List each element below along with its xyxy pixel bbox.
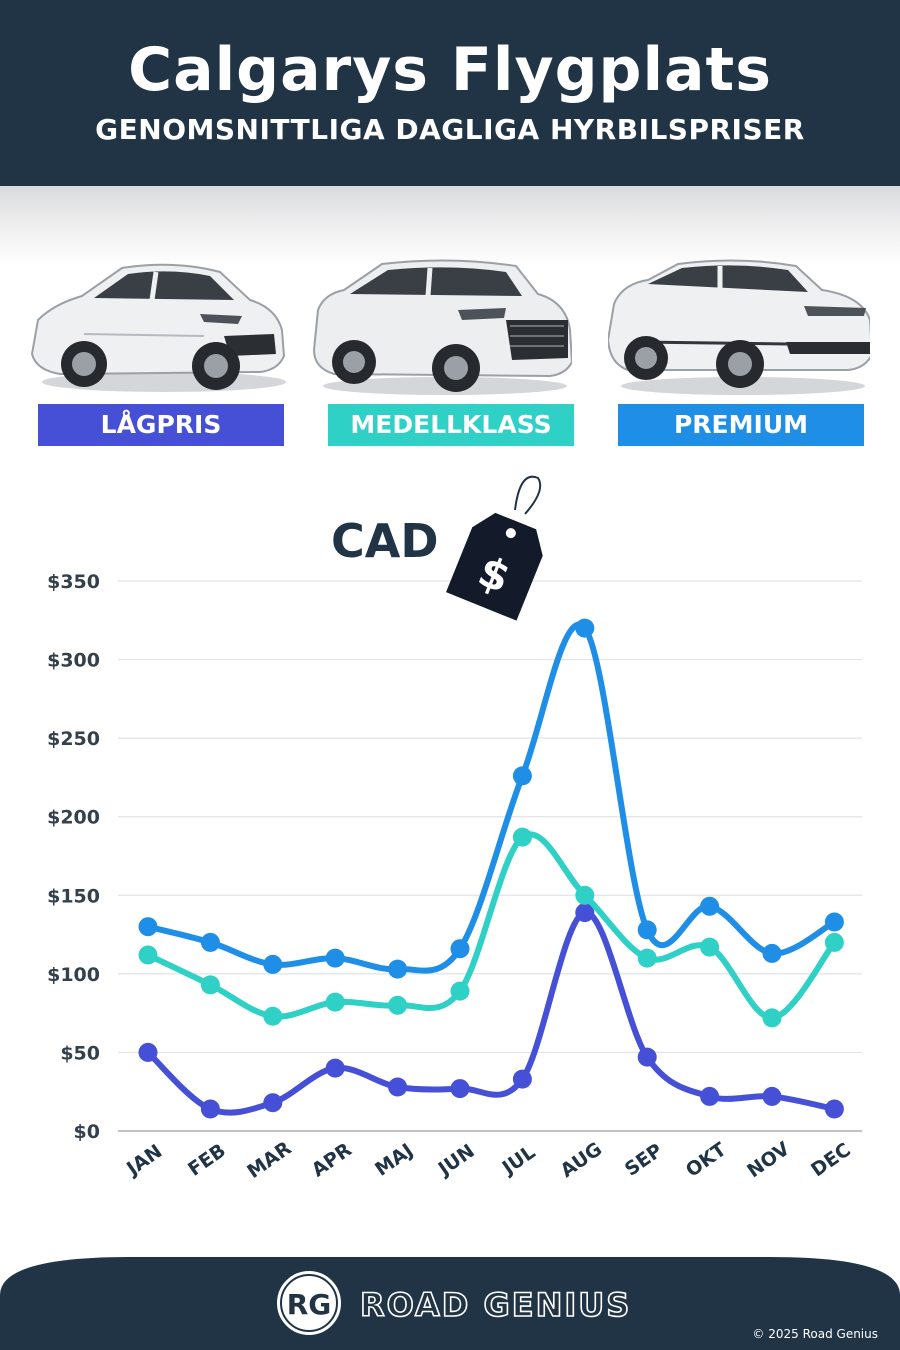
y-axis-ticks: $0 $50 $100 $150 $200 $250 $300 $350: [47, 571, 100, 1143]
data-point: [512, 1069, 532, 1089]
data-point: [824, 932, 844, 952]
series-3: [138, 618, 844, 979]
suv-car-icon: [312, 259, 572, 395]
data-point: [637, 1047, 657, 1067]
x-tick-label: AUG: [557, 1138, 607, 1182]
x-tick-label: FEB: [184, 1139, 230, 1180]
data-point: [824, 1099, 844, 1119]
data-point: [325, 948, 345, 968]
footer: RG ROAD GENIUS © 2025 Road Genius: [0, 1255, 900, 1350]
data-point: [700, 896, 720, 916]
data-point: [138, 917, 158, 937]
data-point: [388, 1077, 408, 1097]
badge-lagpris: LÅGPRIS: [38, 404, 284, 446]
data-point: [200, 932, 220, 952]
price-tag-icon: $: [446, 475, 543, 621]
logo-monogram: RG: [287, 1288, 332, 1321]
data-point: [388, 959, 408, 979]
x-tick-label: OKT: [682, 1138, 731, 1181]
series-line: [145, 909, 838, 1116]
y-tick-label: $0: [74, 1121, 100, 1143]
y-tick-label: $350: [47, 571, 100, 593]
data-point: [575, 903, 595, 923]
x-tick-label: JAN: [121, 1140, 166, 1181]
x-tick-label: DEC: [807, 1139, 855, 1182]
data-point: [263, 954, 283, 974]
header-shadow: [0, 186, 900, 266]
data-point: [575, 885, 595, 905]
y-tick-label: $100: [47, 964, 100, 986]
data-point: [325, 1058, 345, 1078]
data-point: [637, 920, 657, 940]
data-point: [200, 975, 220, 995]
data-point: [200, 1099, 220, 1119]
data-point: [637, 948, 657, 968]
data-point: [762, 943, 782, 963]
chart-series: [138, 618, 844, 1119]
footer-background: RG ROAD GENIUS: [0, 1257, 900, 1350]
chart-grid: [118, 580, 862, 1132]
data-point: [762, 1008, 782, 1028]
data-point: [700, 937, 720, 957]
y-tick-label: $200: [47, 807, 100, 829]
data-point: [450, 981, 470, 1001]
data-point: [325, 992, 345, 1012]
currency-label: CAD: [331, 514, 439, 568]
data-point: [575, 618, 595, 638]
x-tick-label: JUN: [433, 1140, 479, 1181]
page-title: Calgarys Flygplats: [128, 35, 772, 105]
x-tick-label: MAR: [243, 1137, 295, 1183]
data-point: [138, 945, 158, 965]
data-point: [824, 912, 844, 932]
x-axis-ticks: JAN FEB MAR APR MAJ JUN JUL AUG SEP OKT NOV DEC: [121, 1137, 855, 1183]
x-tick-label: NOV: [743, 1138, 794, 1183]
brand-name: ROAD GENIUS: [360, 1286, 631, 1324]
data-point: [762, 1086, 782, 1106]
copyright-text: © 2025 Road Genius: [752, 1327, 878, 1341]
currency-title: CAD $: [331, 475, 543, 621]
x-tick-label: APR: [308, 1138, 356, 1181]
data-point: [138, 1042, 158, 1062]
data-point: [512, 827, 532, 847]
x-tick-label: SEP: [621, 1139, 667, 1180]
x-tick-label: MAJ: [371, 1139, 417, 1180]
data-point: [700, 1086, 720, 1106]
price-line-chart: $0 $50 $100 $150 $200 $250 $300 $350 JAN FEB MAR A…: [47, 475, 862, 1183]
road-genius-logo-icon: RG: [275, 1269, 343, 1337]
data-point: [263, 1093, 283, 1113]
badge-premium: PREMIUM: [618, 404, 864, 446]
page-subtitle: GENOMSNITTLIGA DAGLIGA HYRBILSPRISER: [95, 113, 805, 146]
y-tick-label: $300: [47, 650, 100, 672]
y-tick-label: $50: [60, 1042, 100, 1064]
series-2: [138, 827, 844, 1028]
data-point: [450, 1079, 470, 1099]
series-1: [138, 903, 844, 1119]
premium-suv-icon: [608, 259, 870, 395]
hatchback-car-icon: [30, 263, 286, 392]
y-tick-label: $250: [47, 728, 100, 750]
badge-medellklass: MEDELLKLASS: [328, 404, 574, 446]
x-tick-label: JUL: [497, 1141, 540, 1180]
data-point: [450, 939, 470, 959]
header-banner: Calgarys Flygplats GENOMSNITTLIGA DAGLIG…: [0, 0, 900, 186]
data-point: [388, 995, 408, 1015]
data-point: [512, 766, 532, 786]
y-tick-label: $150: [47, 885, 100, 907]
data-point: [263, 1006, 283, 1026]
